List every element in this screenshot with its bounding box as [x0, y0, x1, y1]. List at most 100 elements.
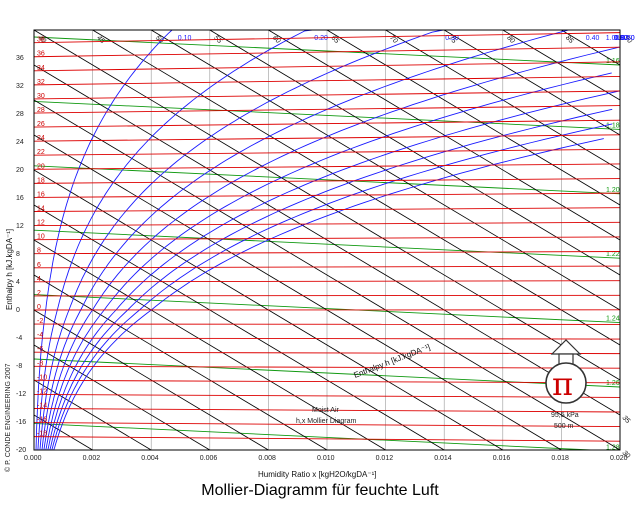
x-tick-label: 0.016	[493, 455, 511, 462]
relative-humidity-curves: 0.10 0.20 0.30 0.40 0.500.600.700.800.901.00	[35, 29, 635, 451]
x-tick-label: 0.006	[200, 455, 218, 462]
temperature-line	[33, 265, 621, 269]
y-tick-label: -16	[16, 419, 26, 426]
temperature-line	[33, 163, 621, 170]
temperature-label: -6	[37, 346, 43, 353]
temperature-line	[33, 221, 621, 227]
y-tick-label: 0	[16, 307, 20, 314]
density-label: 1.24	[606, 316, 620, 323]
temperature-line	[33, 46, 621, 58]
enthalpy-label: 65	[330, 34, 341, 45]
enthalpy-line	[33, 379, 152, 451]
density-line	[33, 294, 621, 324]
temperature-label: 24	[37, 135, 45, 142]
relative-humidity-curve	[51, 123, 613, 451]
density-label: 1.28	[606, 444, 620, 451]
x-axis-label: Humidity Ratio x [kgH2O/kgDA⁻¹]	[258, 470, 376, 479]
temperature-label: 18	[37, 177, 45, 184]
temperature-line	[33, 61, 621, 72]
y-tick-label: 4	[16, 279, 20, 286]
temperature-label: 10	[37, 234, 45, 241]
temperature-line	[33, 236, 621, 241]
altitude-label: 500 m	[554, 423, 574, 430]
enthalpy-label: 70	[388, 34, 399, 45]
temperature-line	[33, 178, 621, 184]
temperature-label: -4	[37, 332, 43, 339]
y-tick-label: 12	[16, 223, 24, 230]
temperature-line	[33, 134, 621, 142]
temperature-label: -18	[37, 431, 47, 438]
relative-humidity-label: 0.70	[621, 35, 635, 42]
temperature-line	[33, 337, 621, 340]
density-label: 1.22	[606, 251, 620, 258]
copyright-label: © P. CONDE ENGINEERING 2007	[4, 363, 12, 472]
temperature-line	[33, 280, 621, 283]
enthalpy-label: 50	[154, 34, 165, 45]
temperature-line	[33, 192, 621, 198]
density-label: 1.26	[606, 380, 620, 387]
enthalpy-label: 75	[447, 34, 458, 45]
y-tick-label: 32	[16, 83, 24, 90]
logo-pi-icon: π	[545, 339, 587, 404]
density-line	[33, 36, 621, 66]
y-axis-label: Enthalpy h [kJ.kgDA⁻¹]	[5, 229, 14, 310]
enthalpy-line	[33, 309, 269, 451]
annotation-title: Moist Air	[312, 407, 340, 414]
temperature-label: -14	[37, 402, 47, 409]
relative-humidity-label: 0.60	[614, 35, 628, 42]
density-label: 1.18	[606, 122, 620, 129]
enthalpy-line	[209, 29, 621, 276]
temperature-line	[33, 436, 621, 442]
temperature-label: 36	[37, 51, 45, 58]
enthalpy-label: 90	[623, 34, 634, 45]
enthalpy-scale-label: Enthalpy h [kJ.kgDA⁻¹]	[352, 342, 431, 379]
temperature-label: 28	[37, 107, 45, 114]
enthalpy-label: 35	[621, 414, 632, 425]
temperature-line	[33, 379, 621, 384]
temperature-label: 20	[37, 163, 45, 170]
y-tick-label: 24	[16, 139, 24, 146]
enthalpy-label: 40	[37, 34, 48, 45]
enthalpy-label: 80	[505, 34, 516, 45]
temperature-line	[33, 351, 621, 355]
enthalpy-line	[33, 64, 621, 416]
temperature-label: 22	[37, 149, 45, 156]
temperature-label: -12	[37, 388, 47, 395]
enthalpy-label: 30	[621, 449, 632, 460]
y-tick-label: -4	[16, 335, 22, 342]
enthalpy-line	[33, 274, 328, 451]
x-tick-label: 0.014	[434, 455, 452, 462]
relative-humidity-label: 0.40	[586, 35, 600, 42]
relative-humidity-label: 0.80	[614, 35, 628, 42]
temperature-line	[33, 408, 621, 413]
x-tick-label: 0.000	[24, 455, 42, 462]
enthalpy-line	[443, 29, 621, 136]
relative-humidity-label: 1.00	[606, 35, 620, 42]
relative-humidity-curve	[45, 72, 612, 451]
density-line	[33, 100, 621, 130]
temperature-line	[33, 148, 621, 156]
temperature-line	[33, 251, 621, 255]
relative-humidity-label: 0.50	[621, 35, 635, 42]
temperature-line	[33, 365, 621, 369]
x-tick-label: 0.012	[376, 455, 394, 462]
temperature-line	[33, 393, 621, 398]
temperature-label: -16	[37, 417, 47, 424]
enthalpy-line	[33, 344, 211, 451]
temperature-label: 32	[37, 79, 45, 86]
temperature-label: 8	[37, 248, 41, 255]
plot-border	[33, 29, 621, 451]
temperature-line	[33, 207, 621, 212]
relative-humidity-curve	[49, 108, 613, 451]
temperature-label: 16	[37, 191, 45, 198]
enthalpy-line	[33, 204, 445, 451]
temperature-label: 38	[37, 37, 45, 44]
relative-humidity-label: 0.20	[314, 35, 328, 42]
y-tick-label: -20	[16, 447, 26, 454]
enthalpy-line	[502, 29, 621, 101]
temperature-label: 4	[37, 276, 41, 283]
y-tick-label: -8	[16, 363, 22, 370]
enthalpy-line	[33, 29, 621, 381]
enthalpy-line	[33, 239, 386, 451]
